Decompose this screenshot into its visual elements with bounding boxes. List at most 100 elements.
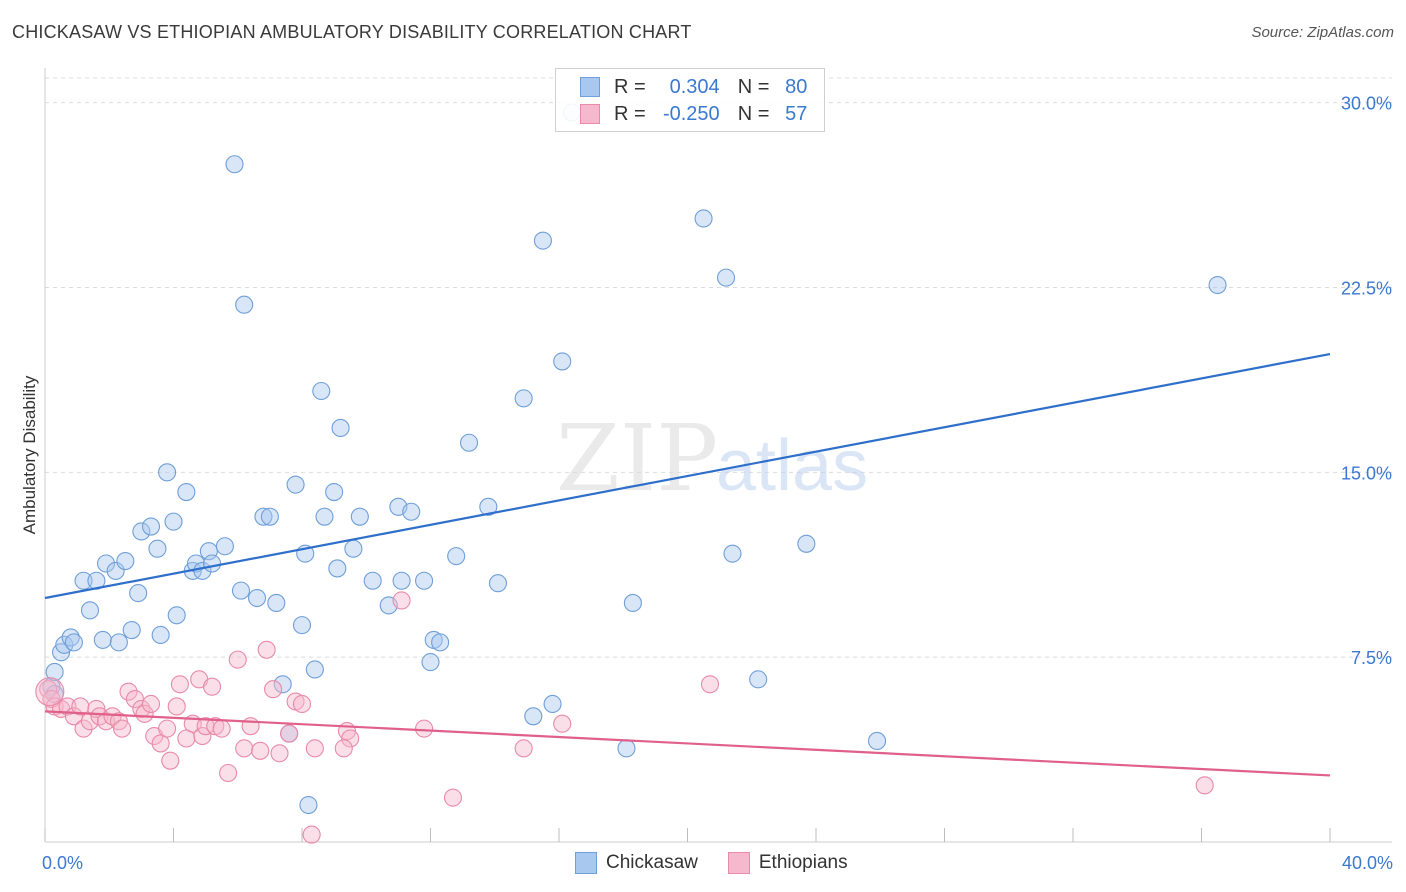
ethiopian-point (270, 744, 289, 763)
ethiopian-point (132, 699, 151, 718)
chickasaw-point (325, 482, 344, 502)
chickasaw-point (694, 209, 713, 228)
ethiopian-point (170, 675, 189, 694)
chickasaw-point (80, 601, 100, 620)
chickasaw-point (286, 475, 305, 494)
chickasaw-point (109, 633, 128, 652)
chickasaw-point (116, 551, 135, 571)
chickasaw-point (459, 433, 479, 452)
chickasaw-point (167, 606, 186, 625)
tick-labels: 7.5% 15.0% 22.5% 30.0% 0.0% 40.0% (42, 94, 1393, 873)
ethiopian-point (305, 739, 324, 758)
ethiopian-point (158, 719, 177, 738)
chickasaw-point (215, 537, 234, 556)
legend-item-chickasaw: Chickasaw (575, 852, 698, 874)
chickasaw-point (392, 571, 411, 590)
r-value-ethiopians: -0.250 (662, 102, 720, 125)
ethiopian-point (35, 677, 65, 707)
trend-lines (44, 352, 1331, 777)
watermark: ZIP atlas (556, 405, 868, 512)
ethiopian-swatch (727, 852, 750, 874)
x-tick-label: 0.0% (42, 853, 83, 873)
chickasaw-points (42, 103, 1227, 815)
chickasaw-point (363, 571, 382, 590)
chickasaw-point (553, 352, 572, 371)
chickasaw-point (299, 795, 318, 815)
chickasaw-point (723, 544, 742, 563)
chickasaw-point (1208, 275, 1227, 295)
y-tick-label: 15.0% (1341, 463, 1392, 483)
chickasaw-point (61, 628, 80, 647)
chickasaw-point (148, 539, 167, 558)
chickasaw-point (292, 616, 312, 635)
ethiopian-point (212, 719, 231, 738)
chickasaw-point (177, 482, 196, 502)
chickasaw-point (96, 554, 116, 573)
chickasaw-point (797, 534, 816, 553)
chickasaw-point (93, 630, 112, 649)
ethiopian-point (135, 704, 154, 723)
ethiopian-point (514, 739, 533, 758)
n-value-ethiopians: 57 (785, 102, 808, 125)
ethiopian-point (553, 714, 572, 733)
ethiopian-point (74, 719, 93, 738)
chickasaw-point (479, 497, 498, 516)
ethiopian-point (196, 717, 215, 736)
chickasaw-point (64, 633, 83, 652)
legend-label-ethiopians: Ethiopians (758, 852, 848, 873)
chickasaw-point (273, 675, 292, 694)
chickasaw-trend-line (44, 352, 1331, 600)
chickasaw-point (431, 633, 450, 652)
ethiopian-point (235, 739, 254, 758)
series-legend: Chickasaw Ethiopians (575, 852, 878, 874)
n-label: N = (737, 102, 770, 125)
ethiopian-point (241, 717, 260, 736)
chickasaw-swatch (580, 77, 600, 97)
chickasaw-point (254, 507, 273, 526)
correlation-legend: R = 0.304 N = 80 R = -0.250 N = 57 (555, 68, 825, 132)
chickasaw-point (716, 268, 736, 287)
chickasaw-point (225, 155, 244, 174)
chickasaw-point (151, 625, 170, 645)
y-tick-label: 22.5% (1341, 278, 1392, 298)
chickasaw-point (122, 621, 141, 640)
ethiopian-point (71, 697, 90, 716)
chickasaw-point (415, 571, 434, 590)
ethiopian-point (141, 694, 161, 714)
ethiopian-point (251, 741, 270, 760)
ethiopian-point (341, 729, 360, 748)
ethiopian-point (700, 675, 720, 694)
chickasaw-point (231, 581, 251, 600)
watermark-zip: ZIP (556, 405, 718, 512)
ethiopian-point (167, 697, 186, 716)
chickasaw-point (350, 507, 369, 526)
ethiopian-point (193, 726, 212, 746)
ethiopian-points (35, 591, 1214, 844)
ethiopian-point (302, 825, 321, 844)
x-tick-label: 40.0% (1342, 853, 1393, 873)
chickasaw-point (260, 507, 279, 526)
chickasaw-point (247, 588, 267, 608)
chickasaw-point (106, 561, 125, 580)
chickasaw-point (312, 381, 331, 401)
chickasaw-point (533, 231, 552, 250)
chickasaw-point (132, 522, 151, 541)
gridlines (45, 77, 1392, 658)
r-label: R = (614, 102, 646, 125)
chickasaw-point (164, 512, 183, 531)
chickasaw-point (421, 653, 440, 672)
chickasaw-point (328, 559, 347, 578)
ethiopian-point (219, 763, 238, 783)
chickasaw-point (158, 463, 177, 482)
y-axis-label: Ambulatory Disability (20, 375, 39, 534)
ethiopian-point (58, 697, 77, 716)
n-label: N = (737, 75, 770, 98)
legend-item-ethiopians: Ethiopians (727, 852, 848, 874)
ethiopian-point (264, 680, 283, 699)
chickasaw-point (74, 571, 93, 590)
ethiopian-swatch (580, 104, 600, 124)
ethiopian-point (228, 650, 247, 669)
chickasaw-point (749, 670, 768, 689)
r-label: R = (614, 75, 646, 98)
